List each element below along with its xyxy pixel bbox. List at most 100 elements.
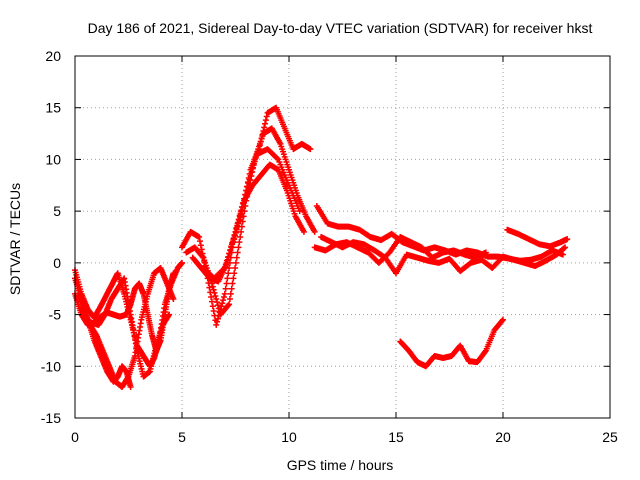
data-point [232, 259, 239, 266]
data-point [482, 348, 489, 355]
data-point [239, 218, 246, 225]
data-point [243, 187, 250, 194]
data-point [214, 302, 221, 309]
data-point [170, 296, 177, 303]
data-point [227, 290, 234, 297]
data-point [262, 120, 269, 127]
data-point [221, 290, 228, 297]
data-point [198, 246, 205, 253]
y-tick-label: 15 [45, 100, 61, 116]
data-point [261, 124, 268, 131]
data-point [562, 244, 569, 251]
data-point [230, 275, 237, 282]
x-tick-label: 25 [602, 429, 618, 445]
data-point [307, 146, 314, 153]
x-tick-label: 5 [178, 429, 186, 445]
data-point [234, 249, 241, 256]
data-point [238, 204, 245, 211]
data-point [220, 266, 227, 273]
x-tick-label: 15 [388, 429, 404, 445]
data-point [559, 251, 566, 258]
y-tick-label: -15 [41, 410, 61, 426]
data-point [236, 239, 243, 246]
data-point [214, 315, 221, 322]
data-point [215, 305, 222, 312]
data-point [127, 383, 134, 390]
data-point [228, 285, 235, 292]
series-track-7 [183, 125, 318, 318]
data-point [225, 270, 232, 277]
data-point [219, 300, 226, 307]
data-point [170, 270, 177, 277]
data-point [222, 261, 229, 268]
data-point [166, 311, 173, 318]
data-point [252, 154, 259, 161]
data-point [226, 296, 233, 303]
data-point [210, 307, 217, 314]
data-point [223, 280, 230, 287]
y-tick-label: 20 [45, 48, 61, 64]
data-point [223, 257, 230, 264]
data-point [242, 191, 249, 198]
y-axis-label: SDTVAR / TECUs [7, 183, 23, 295]
data-point [226, 250, 233, 257]
data-point [196, 238, 203, 245]
data-point [564, 236, 571, 243]
data-point [241, 195, 248, 202]
data-point [499, 317, 506, 324]
data-point [206, 284, 213, 291]
data-point [246, 176, 253, 183]
data-point [221, 265, 228, 272]
data-point [232, 228, 239, 235]
data-point [482, 249, 489, 256]
data-point [234, 220, 241, 227]
data-point [237, 234, 244, 240]
data-point [213, 321, 220, 328]
data-point [229, 239, 236, 246]
y-tick-label: 10 [45, 151, 61, 167]
data-point [208, 293, 215, 300]
y-tick-label: 5 [53, 203, 61, 219]
chart-title: Day 186 of 2021, Sidereal Day-to-day VTE… [88, 20, 593, 36]
plot-frame [74, 55, 611, 419]
data-point [232, 265, 239, 272]
y-tick-label: 0 [53, 255, 61, 271]
data-point [239, 199, 246, 206]
data-point [220, 293, 227, 300]
series-track-14 [397, 316, 506, 370]
data-point [311, 228, 318, 235]
data-point [238, 228, 245, 235]
data-point [210, 286, 217, 293]
series-track-12 [311, 234, 489, 266]
series-track-9 [200, 146, 303, 282]
data-point [220, 297, 227, 304]
data-point [238, 223, 245, 230]
data-point [230, 236, 237, 243]
data-point [199, 253, 206, 260]
data-point [211, 289, 218, 296]
data-point [214, 299, 221, 306]
y-tick-label: -10 [41, 358, 61, 374]
data-point [262, 117, 269, 124]
data-point [248, 169, 255, 176]
data-point [226, 301, 233, 308]
data-point [235, 244, 242, 251]
data-point [179, 259, 185, 266]
data-point [208, 298, 215, 305]
series-track-5 [80, 265, 177, 390]
data-point [196, 234, 203, 240]
data-point [225, 254, 232, 261]
data-point [197, 242, 204, 249]
data-point [227, 246, 234, 253]
data-point [231, 270, 238, 277]
data-point [233, 224, 240, 231]
data-point [224, 275, 231, 282]
ticks: 0 5 10 15 20 25 -15 -10 -5 0 5 10 15 20 [41, 48, 618, 445]
data-point [214, 318, 221, 325]
x-tick-label: 20 [495, 429, 511, 445]
data-point [212, 292, 219, 299]
x-tick-label: 0 [71, 429, 79, 445]
data-point [244, 183, 251, 190]
